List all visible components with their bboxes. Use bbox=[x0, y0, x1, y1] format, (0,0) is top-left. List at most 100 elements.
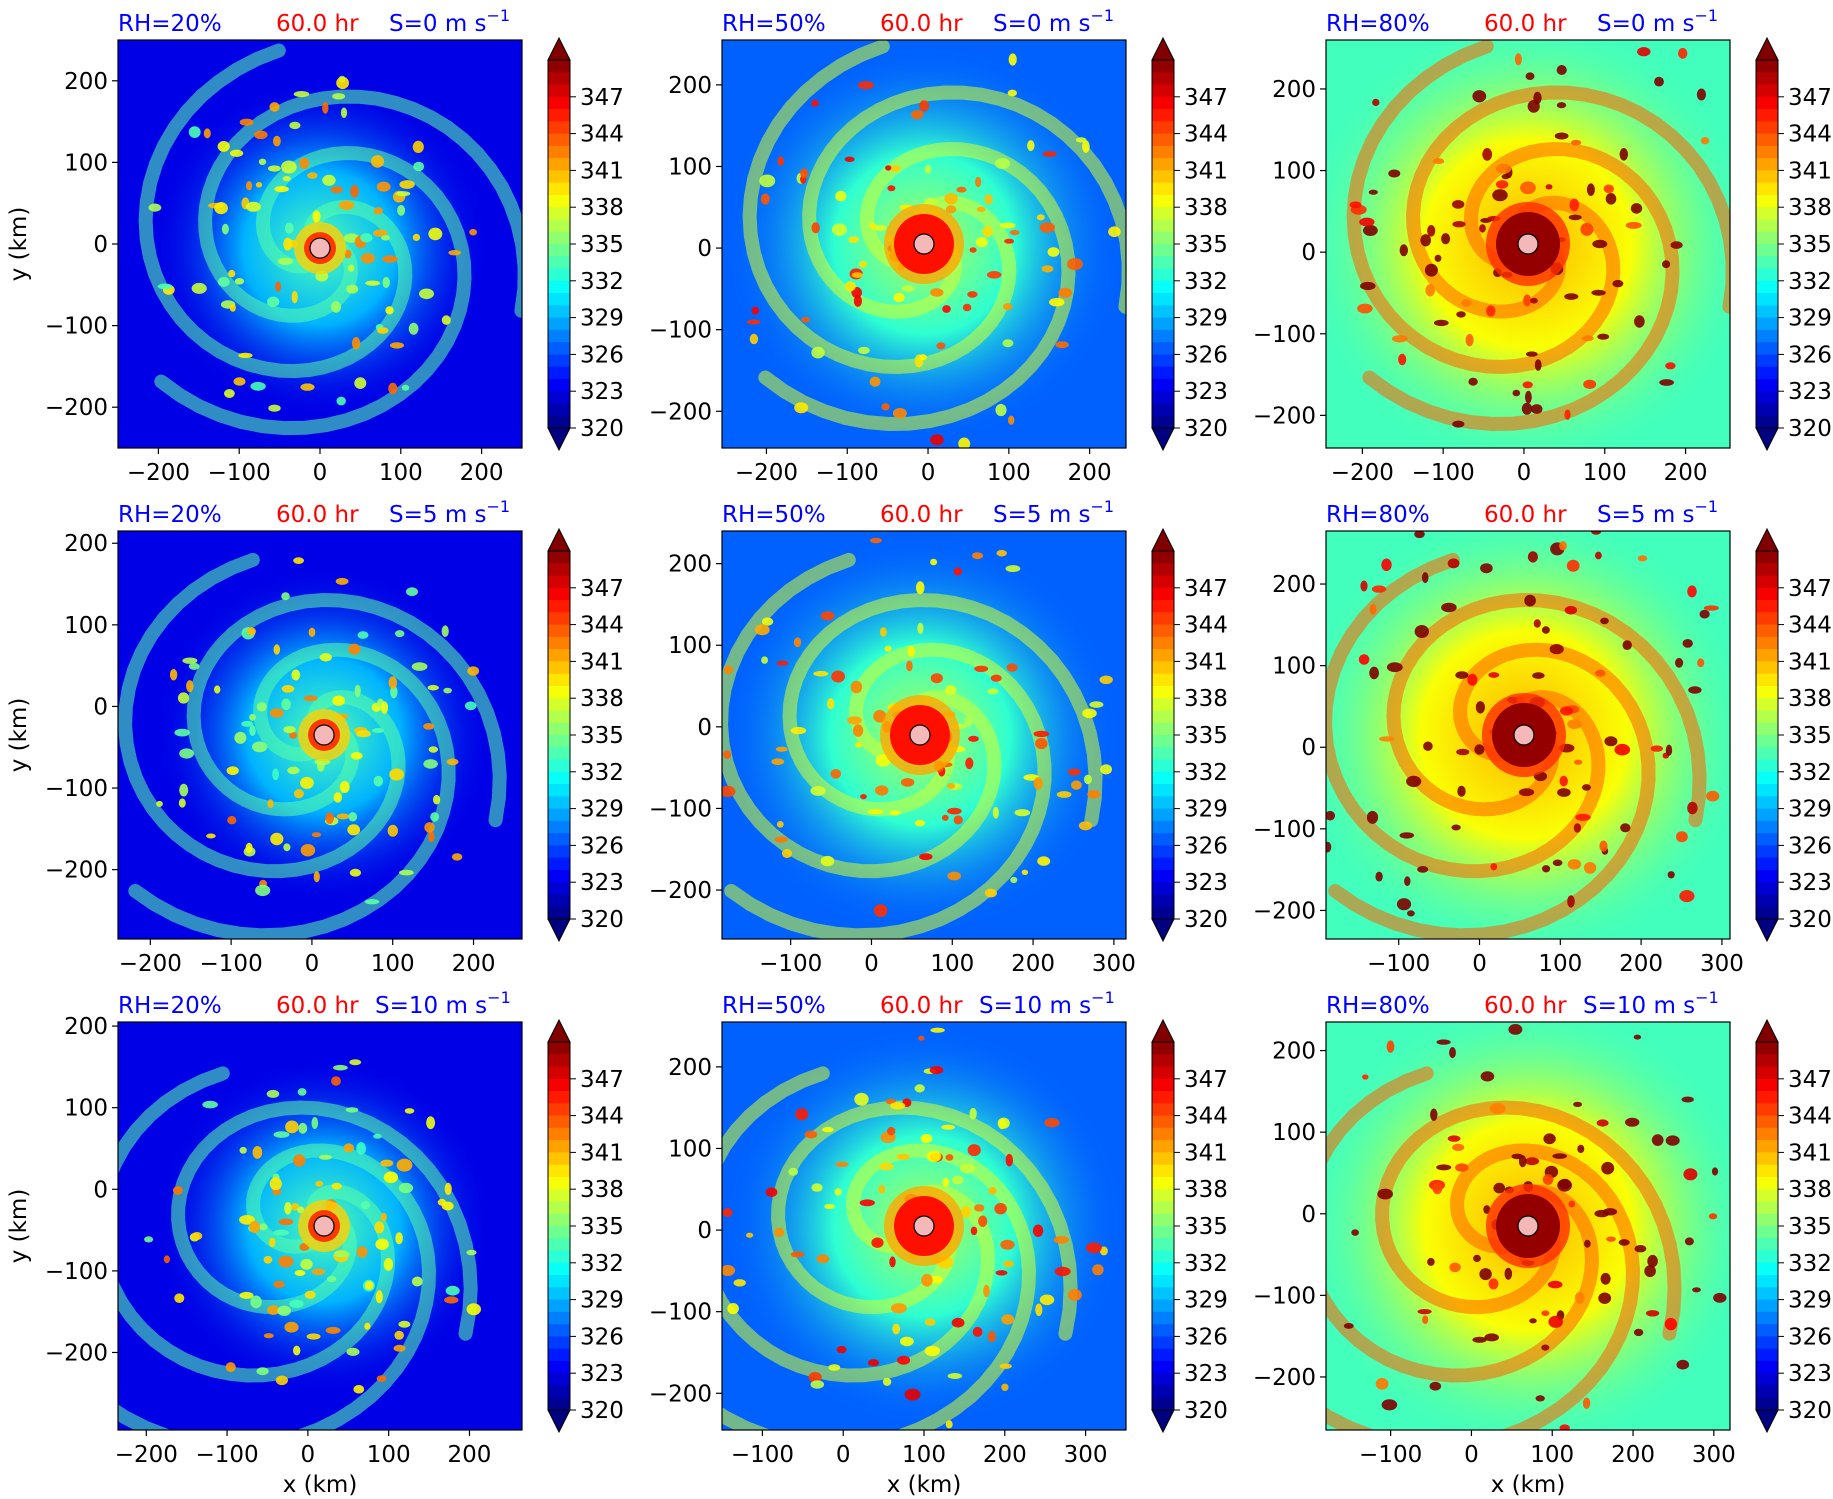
x-tick-label: 300 bbox=[1064, 1442, 1108, 1468]
storm-center-marker bbox=[309, 237, 331, 259]
x-tick-label: 0 bbox=[1464, 1442, 1479, 1468]
colorbar-tick-label: 326 bbox=[1788, 342, 1832, 368]
colorbar-tick-label: 332 bbox=[580, 1251, 624, 1277]
rh-label: RH=50% bbox=[722, 11, 826, 37]
colorbar-tick-label: 329 bbox=[1788, 1288, 1832, 1314]
x-tick-label: 200 bbox=[1011, 951, 1055, 977]
colorbar-tick-label: 347 bbox=[580, 85, 624, 111]
x-tick-label: 0 bbox=[1472, 951, 1487, 977]
y-axis-label: y (km) bbox=[6, 1189, 32, 1264]
colorbar: 347 344 341 338 335 332 329 326 323 320 bbox=[547, 1018, 624, 1434]
colorbar-tick-label: 341 bbox=[1184, 649, 1228, 675]
colorbar-tick-label: 335 bbox=[1184, 232, 1228, 258]
y-tick-label: 100 bbox=[668, 633, 712, 659]
storm-center-marker bbox=[1513, 724, 1535, 746]
colorbar: 347 344 341 338 335 332 329 326 323 320 bbox=[547, 36, 624, 452]
colorbar: 347 344 341 338 335 332 329 326 323 320 bbox=[1151, 36, 1228, 452]
colorbar-tick-label: 332 bbox=[1788, 1251, 1832, 1277]
time-label: 60.0 hr bbox=[276, 993, 359, 1019]
colorbar-tick-label: 341 bbox=[580, 649, 624, 675]
x-axis-label: x (km) bbox=[887, 1472, 962, 1498]
colorbar-tick-label: 338 bbox=[1184, 1177, 1228, 1203]
x-tick-label: −100 bbox=[1359, 1442, 1422, 1468]
y-tick-label: −100 bbox=[45, 776, 108, 802]
plot-frame bbox=[1325, 530, 1731, 940]
rh-label: RH=50% bbox=[722, 502, 826, 528]
colorbar-tick-label: 335 bbox=[1184, 723, 1228, 749]
colorbar-tick-label: 344 bbox=[1788, 1104, 1832, 1130]
time-label: 60.0 hr bbox=[1484, 993, 1567, 1019]
colorbar-tick-label: 344 bbox=[580, 122, 624, 148]
colorbar-tick-label: 329 bbox=[580, 306, 624, 332]
y-tick-label: −100 bbox=[649, 796, 712, 822]
colorbar-tick-label: 329 bbox=[580, 797, 624, 823]
time-label: 60.0 hr bbox=[1484, 11, 1567, 37]
colorbar-tick-label: 341 bbox=[580, 158, 624, 184]
x-tick-label: −100 bbox=[208, 460, 271, 486]
time-label: 60.0 hr bbox=[276, 11, 359, 37]
y-tick-label: 100 bbox=[64, 613, 108, 639]
shear-label: S=0 m s−1 bbox=[1597, 6, 1718, 37]
colorbar-tick-label: 323 bbox=[580, 379, 624, 405]
x-tick-label: 0 bbox=[836, 1442, 851, 1468]
plot-frame bbox=[721, 530, 1127, 940]
y-tick-label: 0 bbox=[697, 236, 712, 262]
colorbar-tick-label: 326 bbox=[1788, 1324, 1832, 1350]
rh-label: RH=80% bbox=[1326, 502, 1430, 528]
colorbar: 347 344 341 338 335 332 329 326 323 320 bbox=[1151, 1018, 1228, 1434]
colorbar-tick-label: 323 bbox=[1788, 870, 1832, 896]
y-tick-label: −100 bbox=[45, 1259, 108, 1285]
colorbar-tick-label: 323 bbox=[1184, 1361, 1228, 1387]
storm-center-marker bbox=[313, 724, 335, 746]
colorbar-tick-label: 344 bbox=[580, 613, 624, 639]
colorbar-tick-label: 338 bbox=[580, 195, 624, 221]
colorbar: 347 344 341 338 335 332 329 326 323 320 bbox=[1755, 1018, 1832, 1434]
x-tick-label: 200 bbox=[452, 951, 496, 977]
colorbar-tick-label: 320 bbox=[1184, 907, 1228, 933]
x-tick-label: 300 bbox=[1700, 951, 1744, 977]
x-tick-label: 200 bbox=[448, 1442, 492, 1468]
x-tick-label: 200 bbox=[1664, 460, 1708, 486]
x-tick-label: −100 bbox=[1412, 460, 1475, 486]
x-tick-label: −100 bbox=[816, 460, 879, 486]
colorbar-tick-label: 338 bbox=[1184, 686, 1228, 712]
colorbar-tick-label: 323 bbox=[1788, 379, 1832, 405]
x-tick-label: 100 bbox=[379, 460, 423, 486]
y-tick-label: 0 bbox=[1301, 1202, 1316, 1228]
colorbar-tick-label: 329 bbox=[1788, 306, 1832, 332]
y-tick-label: −200 bbox=[1253, 898, 1316, 924]
x-tick-label: 0 bbox=[313, 460, 328, 486]
colorbar-tick-label: 326 bbox=[580, 342, 624, 368]
colorbar-tick-label: 344 bbox=[580, 1104, 624, 1130]
colorbar-tick-label: 323 bbox=[1184, 379, 1228, 405]
y-tick-label: −200 bbox=[649, 878, 712, 904]
x-tick-label: −100 bbox=[731, 1442, 794, 1468]
colorbar-tick-label: 338 bbox=[1788, 686, 1832, 712]
y-tick-label: −100 bbox=[45, 314, 108, 340]
colorbar-tick-label: 347 bbox=[580, 576, 624, 602]
colorbar-tick-label: 347 bbox=[1788, 1067, 1832, 1093]
colorbar-tick-label: 347 bbox=[1788, 576, 1832, 602]
plot-frame bbox=[1325, 39, 1731, 449]
y-tick-label: 200 bbox=[668, 552, 712, 578]
time-label: 60.0 hr bbox=[1484, 502, 1567, 528]
x-tick-label: 200 bbox=[1619, 951, 1663, 977]
colorbar: 347 344 341 338 335 332 329 326 323 320 bbox=[1755, 36, 1832, 452]
y-tick-label: −200 bbox=[649, 1381, 712, 1407]
x-tick-label: 0 bbox=[305, 951, 320, 977]
colorbar-tick-label: 320 bbox=[580, 907, 624, 933]
colorbar-tick-label: 320 bbox=[1788, 416, 1832, 442]
colorbar-tick-label: 332 bbox=[1184, 1251, 1228, 1277]
y-tick-label: 200 bbox=[1272, 77, 1316, 103]
colorbar: 347 344 341 338 335 332 329 326 323 320 bbox=[1151, 527, 1228, 943]
panel-3-1: −200 −100 0 100 200 200 100 0 −100 −200 RH=20% 60.0… bbox=[6, 988, 624, 1498]
y-tick-label: 0 bbox=[93, 694, 108, 720]
y-tick-label: 200 bbox=[668, 1055, 712, 1081]
shear-label: S=10 m s−1 bbox=[375, 988, 511, 1019]
y-tick-label: −200 bbox=[45, 395, 108, 421]
x-tick-label: −200 bbox=[735, 460, 798, 486]
colorbar-tick-label: 347 bbox=[580, 1067, 624, 1093]
colorbar-tick-label: 335 bbox=[1788, 232, 1832, 258]
colorbar-tick-label: 347 bbox=[1184, 1067, 1228, 1093]
colorbar-tick-label: 329 bbox=[1788, 797, 1832, 823]
